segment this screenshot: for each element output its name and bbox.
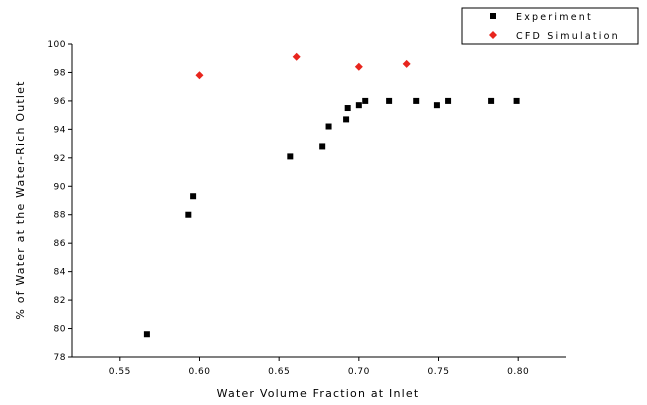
y-tick-label: 100 [47,40,66,50]
experiment-point [488,97,495,104]
y-tick-label: 94 [54,125,66,135]
experiment-point [413,97,420,104]
experiment-point [287,153,294,160]
experiment-point [386,97,393,104]
experiment-point [445,97,452,104]
experiment-point [344,105,351,112]
experiment-point [355,102,362,109]
experiment-point [185,211,192,218]
y-axis-title: % of Water at the Water-Rich Outlet [14,80,27,319]
experiment-point [143,331,150,338]
data-points [143,52,520,338]
cfd-simulation-point [402,59,411,68]
y-tick-label: 90 [54,182,66,192]
y-tick-label: 80 [54,325,66,335]
x-tick-label: 0.60 [188,367,210,377]
x-tick-label: 0.75 [427,367,449,377]
y-tick-label: 86 [54,239,66,249]
x-axis-title: Water Volume Fraction at Inlet [217,387,420,400]
experiment-point [190,193,197,200]
legend-marker-cfd [489,31,497,39]
y-ticks: 78 80 82 84 86 88 90 92 94 96 98 100 [47,40,72,363]
y-tick-label: 84 [54,268,66,278]
plot-frame [71,44,566,358]
experiment-point [433,102,440,109]
legend: Experiment CFD Simulation [461,7,639,45]
experiment-point [325,123,332,130]
y-tick-label: 82 [54,296,66,306]
x-tick-label: 0.80 [507,367,529,377]
experiment-point [343,116,350,123]
cfd-simulation-point [354,62,363,71]
x-tick-label: 0.55 [109,367,131,377]
x-ticks: 0.55 0.60 0.65 0.70 0.75 0.80 [109,357,529,377]
y-tick-label: 78 [54,353,66,363]
y-tick-label: 98 [54,68,66,78]
legend-label-experiment: Experiment [516,12,593,23]
x-tick-label: 0.70 [348,367,370,377]
experiment-point [362,97,369,104]
cfd-simulation-point [195,71,204,80]
experiment-point [513,97,520,104]
legend-marker-experiment [490,13,496,19]
legend-label-cfd: CFD Simulation [516,31,620,42]
y-tick-label: 88 [54,211,66,221]
y-tick-label: 92 [54,154,66,164]
x-tick-label: 0.65 [268,367,290,377]
y-tick-label: 96 [54,97,66,107]
cfd-simulation-point [292,52,301,61]
experiment-point [319,143,326,150]
